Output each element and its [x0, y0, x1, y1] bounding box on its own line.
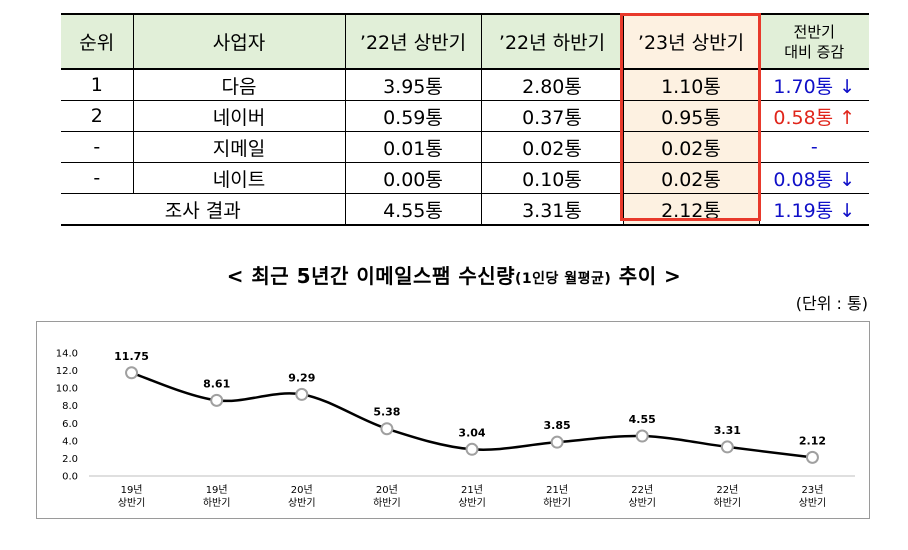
x-tick-label: 22년 하반기 — [714, 484, 742, 509]
data-point — [465, 442, 479, 456]
data-point — [720, 440, 734, 454]
header-change-line2: 대비 증감 — [784, 42, 845, 61]
y-tick-label: 10.0 — [56, 384, 78, 395]
provider-cell: 지메일 — [132, 131, 346, 163]
provider-cell: 네이버 — [132, 100, 346, 132]
provider-cell: 다음 — [132, 69, 346, 101]
y-tick-label: 12.0 — [56, 366, 78, 377]
data-label: 8.61 — [203, 377, 230, 390]
line-chart-frame: 0.0 2.0 4.0 6.0 8.0 10.0 12.0 14.0 19년 상반기 19년 하반기 2… — [36, 321, 870, 519]
provider-cell: 네이트 — [132, 162, 346, 194]
data-point — [380, 422, 394, 436]
spam-ranking-table: 순위 사업자 ’22년 상반기 ’22년 하반기 ’23년 상반기 전반기 대비… — [61, 13, 869, 226]
change-cell: - — [758, 131, 869, 163]
header-change-line1: 전반기 — [793, 22, 835, 41]
data-label: 9.29 — [288, 371, 315, 384]
data-point — [550, 435, 564, 449]
table-row: 2 네이버 0.59통 0.37통 0.95통 0.58통 ↑ — [61, 100, 869, 132]
value-cell: 3.95통 — [344, 69, 482, 101]
total-label: 조사 결과 — [61, 193, 346, 226]
data-point — [125, 366, 139, 380]
x-tick-label: 21년 상반기 — [458, 484, 486, 509]
x-tick-label: 23년 상반기 — [799, 484, 827, 509]
x-tick-label: 20년 하반기 — [373, 484, 401, 509]
change-cell: 0.58통 ↑ — [758, 100, 869, 132]
x-tick-label: 20년 상반기 — [288, 484, 316, 509]
rank-cell: 1 — [61, 69, 134, 101]
x-tick-label: 19년 상반기 — [118, 484, 146, 509]
value-cell: 0.02통 — [480, 131, 624, 163]
chart-title: < 최근 5년간 이메일스팸 수신량(1인당 월평균) 추이 > — [0, 260, 908, 289]
value-cell: 0.59통 — [344, 100, 482, 132]
x-tick-label: 21년 하반기 — [543, 484, 571, 509]
change-cell: 1.70통 ↓ — [758, 69, 869, 101]
value-cell: 2.80통 — [480, 69, 624, 101]
value-cell: 0.10통 — [480, 162, 624, 194]
table-row: - 네이트 0.00통 0.10통 0.02통 0.08통 ↓ — [61, 162, 869, 194]
data-label: 3.85 — [544, 419, 571, 432]
table-total-row: 조사 결과 4.55통 3.31통 2.12통 1.19통 ↓ — [61, 193, 869, 226]
value-cell-highlight: 0.02통 — [622, 162, 760, 194]
data-label: 4.55 — [629, 413, 656, 426]
value-cell-highlight: 0.02통 — [622, 131, 760, 163]
chart-title-sub: (1인당 월평균) — [515, 271, 612, 287]
y-tick-label: 8.0 — [62, 401, 78, 412]
total-value-cell: 4.55통 — [344, 193, 482, 226]
y-tick-label: 14.0 — [56, 349, 78, 360]
table-row: - 지메일 0.01통 0.02통 0.02통 - — [61, 131, 869, 163]
header-rank: 순위 — [61, 13, 134, 70]
table-header-row: 순위 사업자 ’22년 상반기 ’22년 하반기 ’23년 상반기 전반기 대비… — [61, 13, 869, 70]
rank-cell: - — [61, 162, 134, 194]
data-point — [210, 393, 224, 407]
header-22-h2: ’22년 하반기 — [480, 13, 624, 70]
y-tick-label: 4.0 — [62, 436, 78, 447]
value-cell: 0.37통 — [480, 100, 624, 132]
total-value-cell: 3.31통 — [480, 193, 624, 226]
chart-title-end: 추이 > — [611, 264, 682, 288]
data-label: 2.12 — [799, 434, 826, 447]
y-tick-label: 0.0 — [62, 472, 78, 483]
header-22-h1: ’22년 상반기 — [344, 13, 482, 70]
value-cell: 0.01통 — [344, 131, 482, 163]
header-change: 전반기 대비 증감 — [758, 13, 869, 70]
data-label: 5.38 — [373, 406, 400, 419]
value-cell: 0.00통 — [344, 162, 482, 194]
x-tick-label: 19년 하반기 — [203, 484, 231, 509]
data-point — [805, 450, 819, 464]
data-label: 3.04 — [458, 426, 485, 439]
data-label: 3.31 — [714, 424, 741, 437]
total-change-cell: 1.19통 ↓ — [758, 193, 869, 226]
value-cell-highlight: 1.10통 — [622, 69, 760, 101]
header-23-h1: ’23년 상반기 — [622, 13, 760, 70]
rank-cell: 2 — [61, 100, 134, 132]
value-cell-highlight: 0.95통 — [622, 100, 760, 132]
data-label: 11.75 — [114, 350, 149, 363]
table-row: 1 다음 3.95통 2.80통 1.10통 1.70통 ↓ — [61, 69, 869, 101]
header-provider: 사업자 — [132, 13, 346, 70]
unit-label: (단위 : 통) — [795, 294, 868, 313]
data-point — [295, 387, 309, 401]
y-tick-label: 2.0 — [62, 454, 78, 465]
x-tick-label: 22년 상반기 — [628, 484, 656, 509]
y-tick-label: 6.0 — [62, 419, 78, 430]
rank-cell: - — [61, 131, 134, 163]
data-point — [635, 429, 649, 443]
total-value-cell-highlight: 2.12통 — [622, 193, 760, 226]
line-chart: 0.0 2.0 4.0 6.0 8.0 10.0 12.0 14.0 19년 상반기 19년 하반기 2… — [56, 349, 855, 509]
chart-title-main: < 최근 5년간 이메일스팸 수신량 — [226, 264, 516, 288]
change-cell: 0.08통 ↓ — [758, 162, 869, 194]
